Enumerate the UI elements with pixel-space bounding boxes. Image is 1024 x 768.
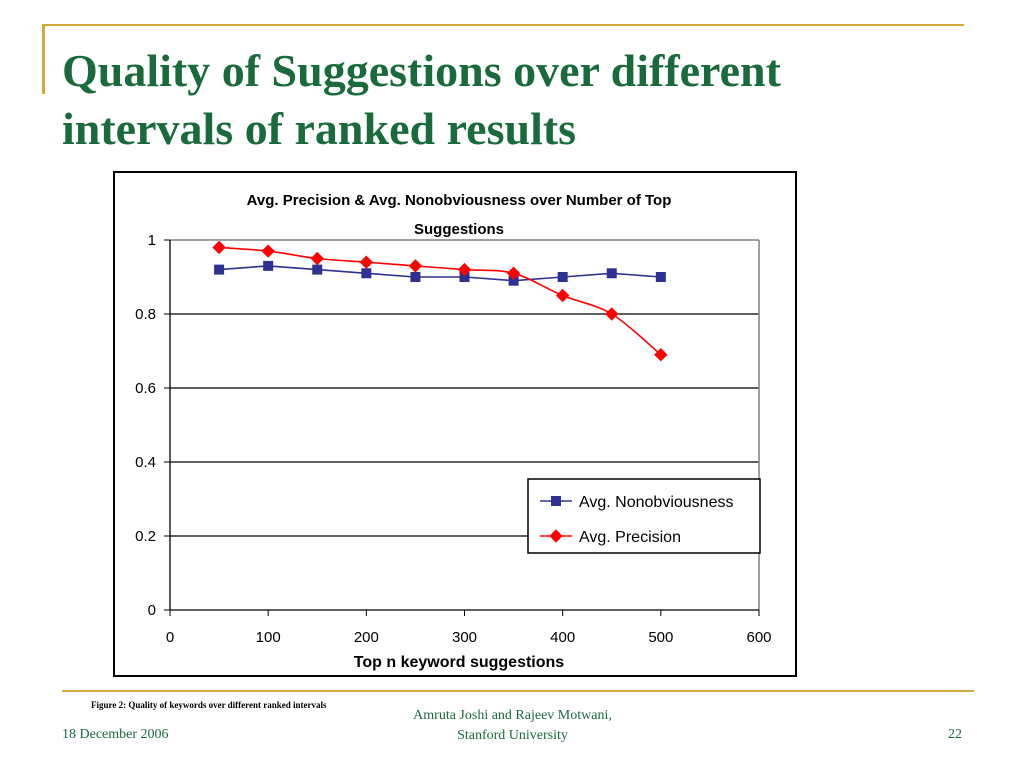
legend-swatch-marker [549,529,563,543]
slide-title: Quality of Suggestions over different in… [62,45,781,154]
x-tick-label: 600 [746,629,771,646]
x-tick-label: 0 [166,629,174,646]
series [212,240,668,362]
figure-caption: Figure 2: Quality of keywords over diffe… [91,700,327,710]
y-tick-label: 0 [148,602,156,619]
data-point [606,268,617,279]
series-2 [212,240,668,362]
legend-label: Avg. Precision [579,529,681,546]
data-point [555,288,570,303]
series-line [219,265,661,282]
footer-author: Amruta Joshi and Rajeev Motwani, Stanfor… [380,706,645,746]
accent-line-top [42,24,964,26]
x-tick-label: 400 [550,629,575,646]
data-point [410,272,421,282]
data-point [557,272,568,282]
gridlines [170,239,760,610]
y-tick-label: 0.8 [135,306,156,323]
data-point [457,262,472,277]
x-tick-label: 100 [256,629,281,646]
x-axis-title: Top n keyword suggestions [354,654,564,671]
data-point [654,347,668,362]
data-point [214,264,225,275]
data-point [605,307,619,321]
data-point [212,240,226,255]
x-tick-label: 200 [354,629,379,646]
y-tick-label: 0.4 [135,454,156,471]
legend-box [527,478,761,554]
chart-title-line2: Suggestions [414,221,504,238]
footer-author-line1: Amruta Joshi and Rajeev Motwani, [413,708,612,723]
footer-author-line2: Stanford University [457,728,568,743]
data-point [359,255,374,269]
chart-title-line1: Avg. Precision & Avg. Nonobviousness ove… [247,192,672,209]
accent-line-bottom [62,690,974,692]
axes: 0 0.2 0.4 0.6 0.8 1 0 100 200 300 400 500 600 [135,232,771,646]
footer-date: 18 December 2006 [62,727,169,742]
data-point [506,266,521,281]
page-number: 22 [948,727,962,742]
data-point [655,272,666,282]
chart-frame: Avg. Precision & Avg. Nonobviousness ove… [113,171,797,677]
data-point [263,260,274,271]
accent-line-vertical [42,24,45,94]
data-point [312,264,323,275]
series-line [219,246,662,356]
legend-label: Avg. Nonobviousness [579,494,733,511]
x-tick-label: 300 [452,629,477,646]
data-point [261,244,275,258]
y-tick-label: 0.6 [135,380,156,397]
legend-swatch-marker [551,496,561,506]
data-point [408,259,423,273]
series-1 [214,260,666,286]
data-point [361,268,372,279]
y-tick-label: 1 [148,232,156,249]
line-chart: Avg. Precision & Avg. Nonobviousness ove… [135,192,771,671]
legend: Avg. Nonobviousness Avg. Precision [527,478,761,554]
x-tick-label: 500 [648,629,673,646]
data-point [310,251,324,266]
y-tick-label: 0.2 [135,528,156,545]
